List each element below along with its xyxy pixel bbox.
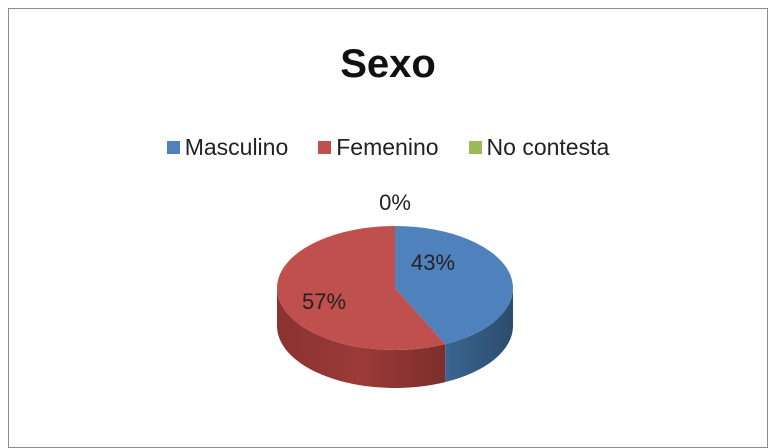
- pie-side-walls: [277, 288, 513, 388]
- pie-chart: 43% 57% 0%: [276, 190, 513, 388]
- legend-label-no-contesta: No contesta: [486, 134, 610, 160]
- data-label-masculino: 43%: [411, 250, 455, 275]
- data-label-femenino: 57%: [302, 289, 346, 314]
- data-label-no-contesta: 0%: [379, 190, 411, 215]
- legend-swatch-no-contesta: [468, 141, 482, 154]
- chart-title: Sexo: [340, 42, 436, 86]
- pie-slice-femenino: [276, 226, 446, 350]
- legend-label-femenino: Femenino: [336, 134, 439, 160]
- legend-swatch-masculino: [166, 141, 180, 154]
- legend-swatch-femenino: [318, 141, 332, 154]
- legend-item-masculino: Masculino: [166, 134, 289, 161]
- chart-legend: Masculino Femenino No contesta: [0, 134, 776, 161]
- legend-item-femenino: Femenino: [318, 134, 439, 161]
- pie-side-femenino: [277, 288, 446, 388]
- legend-item-no-contesta: No contesta: [468, 134, 610, 161]
- legend-label-masculino: Masculino: [184, 134, 289, 160]
- pie-slice-masculino: [395, 226, 513, 345]
- pie-top-faces: [276, 226, 513, 350]
- pie-data-labels: 43% 57% 0%: [302, 190, 455, 314]
- pie-side-masculino: [445, 288, 513, 383]
